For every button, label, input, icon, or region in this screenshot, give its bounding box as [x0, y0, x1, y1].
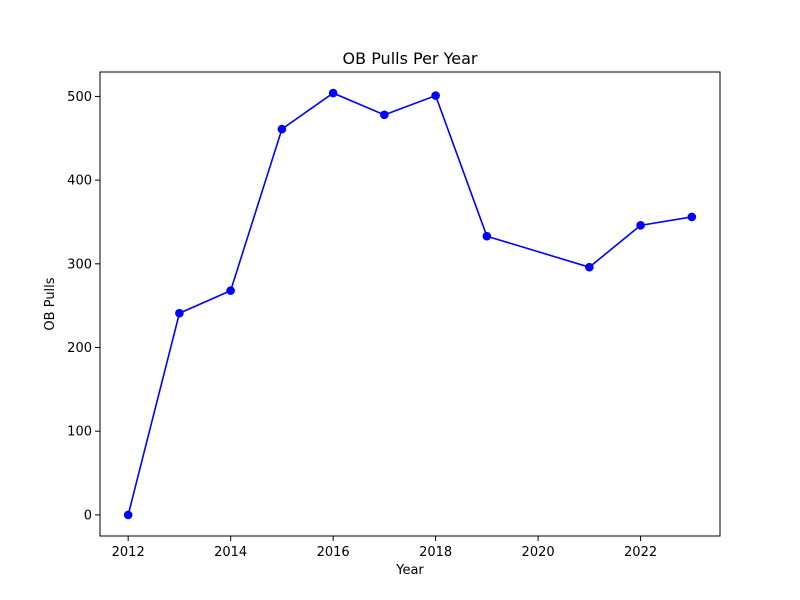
- data-point: [175, 308, 184, 318]
- x-axis-title: Year: [395, 563, 424, 578]
- x-tick-label: 2022: [624, 545, 657, 560]
- data-point: [226, 286, 235, 295]
- x-tick-label: 2018: [419, 545, 452, 560]
- data-point: [482, 231, 492, 241]
- y-tick-label: 200: [67, 341, 92, 356]
- y-tick-label: 500: [67, 90, 92, 105]
- data-point: [431, 91, 440, 100]
- x-tick-label: 2016: [317, 545, 350, 560]
- series-layer: [123, 88, 697, 520]
- plot-frame: [99, 71, 721, 537]
- x-tick-label: 2014: [214, 545, 247, 560]
- x-tick-label: 2012: [112, 545, 145, 560]
- data-point: [123, 510, 133, 520]
- data-point: [636, 221, 645, 230]
- data-point: [687, 212, 697, 222]
- data-point: [328, 88, 338, 98]
- y-tick-label: 0: [84, 508, 92, 523]
- data-point: [277, 124, 287, 134]
- x-tick-label: 2020: [522, 545, 555, 560]
- x-axis: 2012 2014 2016 2018 2020 2022: [112, 536, 657, 560]
- data-point: [380, 110, 389, 120]
- y-axis-title: OB Pulls: [43, 277, 58, 330]
- series-line: [127, 92, 692, 516]
- y-axis: 0 100 200 300 400 500: [67, 90, 100, 523]
- y-tick-label: 100: [67, 425, 92, 440]
- data-point: [585, 262, 594, 272]
- y-tick-label: 400: [67, 174, 92, 189]
- y-tick-label: 300: [67, 257, 92, 272]
- chart-title: OB Pulls Per Year: [343, 49, 478, 68]
